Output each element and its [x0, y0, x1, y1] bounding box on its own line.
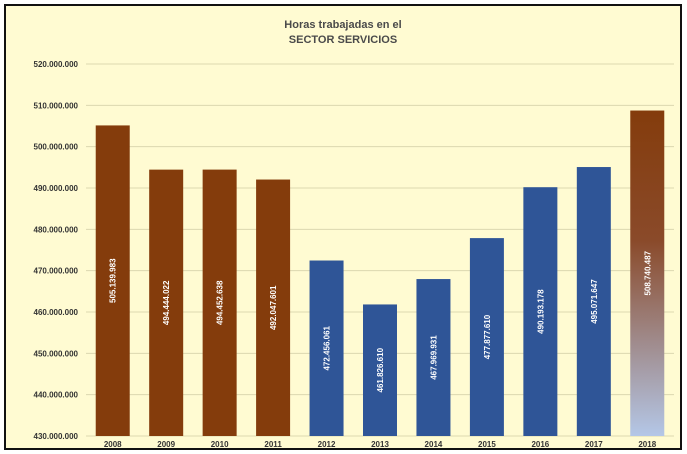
x-tick-label: 2014: [425, 440, 443, 448]
y-tick-label: 490.000.000: [34, 184, 79, 193]
data-label-2014: 467.969.931: [429, 335, 438, 380]
x-tick-label: 2010: [211, 440, 229, 448]
gridlines: [86, 63, 674, 437]
y-tick-label: 520.000.000: [34, 60, 79, 69]
bar-2017: [576, 167, 611, 437]
bar-2018: [630, 110, 665, 437]
y-tick-label: 460.000.000: [34, 308, 79, 317]
y-tick-label: 510.000.000: [34, 101, 79, 110]
data-label-2008: 505.139.983: [109, 258, 118, 303]
chart-title: Horas trabajadas en el: [284, 19, 401, 31]
x-axis: 2008 2009 2010 2011 2012 2013 2014 2015 2016 2017…: [104, 440, 657, 448]
data-label-2012: 472.456.061: [323, 325, 332, 370]
y-tick-label: 500.000.000: [34, 143, 79, 152]
bar-2016: [523, 187, 558, 436]
chart-frame: Horas trabajadas en el SECTOR SERVICIOS …: [4, 4, 682, 450]
y-tick-label: 450.000.000: [34, 349, 79, 358]
x-tick-label: 2009: [157, 440, 175, 448]
x-tick-label: 2017: [585, 440, 603, 448]
y-tick-label: 430.000.000: [34, 432, 79, 441]
bar-2013: [363, 304, 397, 436]
x-tick-label: 2011: [264, 440, 282, 448]
x-tick-label: 2018: [638, 440, 656, 448]
chart-subtitle: SECTOR SERVICIOS: [289, 34, 397, 46]
y-tick-label: 480.000.000: [34, 225, 79, 234]
data-label-2013: 461.826.610: [376, 347, 385, 392]
data-label-2016: 490.193.178: [536, 289, 545, 334]
bar-2012: [309, 260, 344, 436]
data-label-2009: 494.444.022: [162, 280, 171, 325]
data-label-2017: 495.071.647: [590, 279, 599, 324]
data-label-2018: 508.740.487: [643, 250, 652, 295]
y-axis: 430.000.000 440.000.000 450.000.000 460.000…: [34, 60, 79, 441]
y-tick-label: 470.000.000: [34, 267, 79, 276]
x-tick-label: 2012: [318, 440, 336, 448]
x-tick-label: 2013: [371, 440, 389, 448]
data-label-2010: 494.452.638: [216, 280, 225, 325]
data-label-2015: 477.877.610: [483, 314, 492, 359]
data-label-2011: 492.047.601: [269, 285, 278, 330]
bar-2014: [416, 279, 451, 436]
x-tick-label: 2008: [104, 440, 122, 448]
x-tick-label: 2016: [531, 440, 549, 448]
bar-2010: [202, 169, 237, 436]
bar-chart: Horas trabajadas en el SECTOR SERVICIOS …: [34, 19, 674, 448]
bar-2011: [256, 179, 291, 437]
x-tick-label: 2015: [478, 440, 496, 448]
bar-2015: [469, 238, 504, 436]
y-tick-label: 440.000.000: [34, 391, 79, 400]
bar-2009: [149, 169, 184, 436]
bar-2008: [95, 125, 130, 437]
bars: 505.139.983 494.444.022 494.452.638 492.047…: [95, 110, 665, 437]
